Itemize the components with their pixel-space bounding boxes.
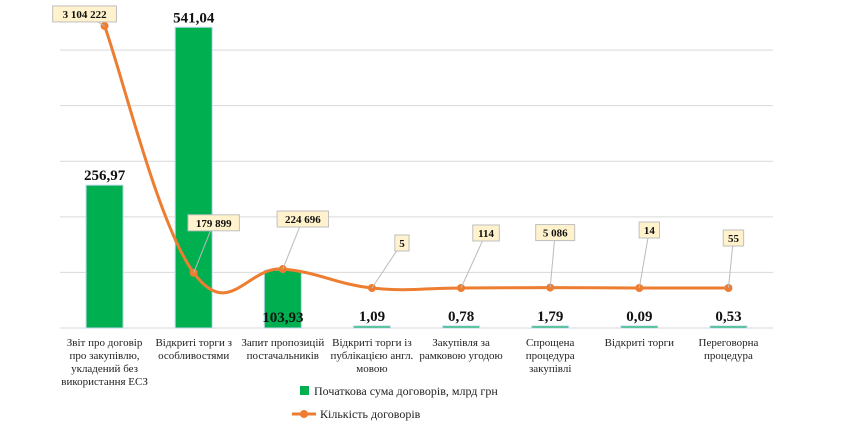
callout-box	[276, 210, 330, 228]
callout-leader	[549, 232, 556, 288]
bar-value-label: 103,93	[262, 310, 303, 326]
category-label: Відкриті торги із публікацією англ. мовою	[331, 337, 414, 375]
callout-leader	[460, 232, 487, 289]
callout-leader	[638, 229, 650, 289]
bar-value-label: 0,78	[448, 309, 474, 325]
callout-box	[472, 224, 500, 242]
callout-box	[187, 214, 240, 232]
line-value-label: 179 899	[196, 218, 232, 230]
bar-value-label: 1,79	[537, 309, 563, 325]
category-label: Переговорна процедура	[699, 337, 759, 362]
line-value-label: 14	[644, 225, 656, 237]
legend: Початкова сума договорів, млрд грн Кільк…	[292, 384, 498, 421]
legend-bar-swatch	[300, 386, 309, 395]
bar	[174, 26, 213, 329]
callout-box	[722, 229, 745, 247]
bar	[442, 325, 481, 329]
bar-value-label: 0,53	[715, 309, 741, 325]
bar	[352, 325, 391, 329]
line-value-label: 5	[399, 238, 405, 250]
line-value-label: 5 086	[543, 228, 568, 240]
bar	[620, 325, 659, 329]
bar	[709, 325, 748, 329]
category-label: Закупівля за рамковою угодою	[419, 337, 502, 362]
legend-bar-label: Початкова сума договорів, млрд грн	[314, 384, 498, 398]
callout-box	[638, 221, 661, 239]
line-value-label: 3 104 222	[63, 9, 108, 21]
bar-value-label: 1,09	[359, 309, 385, 325]
callout-box	[535, 224, 576, 242]
legend-line-label: Кількість договорів	[320, 407, 421, 421]
category-label: Спрощена процедура закупівлі	[526, 337, 575, 375]
bar-value-label: 256,97	[84, 168, 126, 184]
bar-value-label: 541,04	[173, 10, 215, 26]
line-value-label: 114	[478, 228, 494, 240]
bar	[531, 325, 570, 329]
category-label: Відкриті торги з особливостями	[155, 337, 232, 362]
callout-box	[52, 5, 117, 23]
line-value-label: 224 696	[285, 214, 321, 226]
legend-line-marker	[300, 410, 308, 418]
bar	[85, 184, 124, 329]
category-label: Відкриті торги	[605, 337, 675, 349]
bar	[263, 269, 302, 329]
bar-value-label: 0,09	[626, 309, 652, 325]
category-label: Звіт про договір про закупівлю, укладений …	[61, 337, 148, 388]
callout-box	[394, 234, 410, 252]
category-label: Запит пропозицій постачальників	[241, 337, 324, 362]
line-value-label: 55	[728, 233, 740, 245]
